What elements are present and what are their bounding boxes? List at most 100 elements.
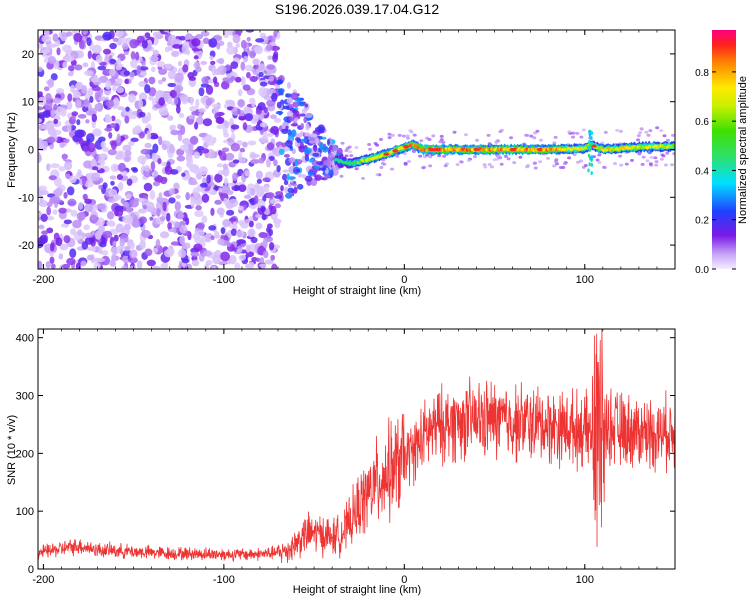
noise-pixel [47, 56, 57, 65]
noise-pixel [52, 33, 59, 42]
haze-pixel [581, 165, 586, 169]
noise-pixel [83, 98, 90, 108]
noise-pixel [149, 189, 156, 200]
transition-pixel [278, 126, 283, 131]
noise-pixel [224, 99, 235, 105]
noise-pixel [121, 43, 129, 50]
noise-pixel [107, 197, 116, 203]
noise-pixel [63, 219, 72, 225]
noise-pixel [41, 35, 52, 43]
noise-pixel [125, 106, 130, 112]
transition-pixel [285, 192, 293, 199]
haze-pixel [661, 154, 666, 158]
noise-pixel [181, 172, 186, 177]
noise-pixel [170, 124, 177, 130]
noise-pixel [242, 84, 251, 91]
colorbar-label: Normalized spectral amplitude [737, 76, 749, 224]
noise-pixel [249, 159, 260, 164]
noise-pixel [238, 205, 244, 211]
noise-pixel [174, 72, 184, 83]
transition-pixel [286, 82, 292, 89]
haze-pixel [406, 159, 411, 163]
noise-pixel [144, 32, 151, 39]
haze-pixel [375, 173, 380, 177]
noise-pixel [138, 216, 147, 224]
transition-pixel [284, 186, 289, 194]
transition-pixel [301, 174, 307, 179]
noise-pixel [144, 248, 153, 257]
noise-pixel [91, 77, 99, 83]
noise-pixel [245, 30, 255, 33]
noise-pixel [232, 221, 238, 230]
noise-pixel [167, 222, 172, 230]
noise-pixel [66, 257, 76, 266]
noise-pixel [38, 106, 44, 111]
noise-pixel [58, 207, 67, 214]
noise-pixel [271, 263, 278, 269]
noise-pixel [114, 155, 121, 160]
noise-pixel [222, 219, 231, 228]
noise-pixel [156, 208, 161, 217]
noise-pixel [259, 122, 268, 128]
noise-pixel [195, 116, 204, 125]
transition-pixel [300, 138, 307, 143]
transition-pixel [312, 152, 320, 157]
noise-pixel [194, 200, 201, 206]
noise-pixel [55, 237, 63, 247]
noise-pixel [137, 197, 147, 203]
noise-pixel [238, 116, 247, 121]
transition-pixel [304, 103, 309, 108]
transition-pixel [298, 145, 306, 153]
noise-pixel [258, 231, 268, 239]
transition-pixel [296, 183, 304, 190]
noise-pixel [60, 223, 69, 228]
noise-pixel [77, 229, 83, 236]
haze-pixel [524, 133, 529, 137]
haze-pixel [405, 136, 410, 140]
haze-pixel [345, 146, 350, 150]
noise-pixel [210, 235, 215, 241]
noise-pixel [194, 210, 204, 218]
noise-pixel [200, 60, 208, 65]
noise-pixel [239, 147, 246, 153]
noise-pixel [93, 262, 101, 269]
disturbance-pixel [590, 136, 593, 141]
noise-pixel [236, 239, 246, 245]
haze-pixel [575, 131, 580, 135]
signal-peak [433, 147, 440, 152]
noise-pixel [149, 55, 159, 62]
noise-pixel [55, 88, 65, 94]
noise-pixel [269, 114, 277, 120]
noise-pixel [91, 85, 101, 92]
noise-pixel [136, 64, 141, 75]
noise-pixel [198, 166, 208, 176]
noise-pixel [157, 79, 163, 85]
noise-pixel [129, 249, 138, 259]
noise-pixel [242, 141, 248, 148]
transition-pixel [329, 169, 334, 178]
noise-pixel [177, 248, 187, 258]
noise-pixel [162, 201, 167, 212]
noise-pixel [188, 180, 198, 186]
colorbar-tick-label: 0.6 [695, 117, 709, 128]
noise-pixel [155, 238, 161, 249]
noise-pixel [102, 182, 108, 190]
noise-pixel [130, 51, 136, 60]
noise-pixel [175, 194, 181, 199]
colorbar: 0.0 0.2 0.4 0.6 0.8 Normalized spectral ampl… [695, 30, 749, 276]
snr-line [38, 329, 675, 564]
transition-pixel [285, 140, 293, 148]
noise-pixel [72, 219, 82, 229]
noise-pixel [195, 98, 200, 109]
noise-pixel [143, 165, 150, 172]
noise-pixel [124, 115, 130, 124]
noise-pixel [141, 60, 146, 67]
haze-pixel [518, 155, 523, 159]
noise-pixel [55, 187, 63, 197]
noise-pixel [237, 89, 243, 97]
noise-pixel [116, 133, 121, 143]
noise-pixel [266, 132, 274, 138]
noise-pixel [234, 76, 242, 83]
haze-pixel [378, 137, 383, 141]
